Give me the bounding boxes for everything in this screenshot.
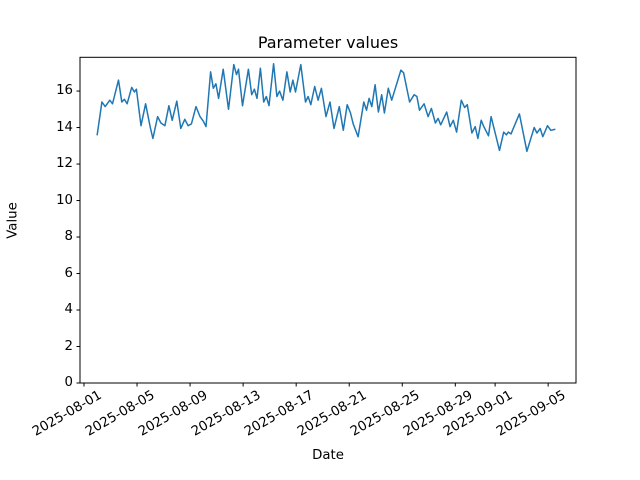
- y-tick-label: 12: [56, 156, 73, 172]
- y-tick-label: 4: [64, 302, 73, 317]
- data-series-line: [96, 62, 556, 153]
- y-tick-label: 6: [64, 265, 73, 281]
- y-tick-label: 10: [56, 192, 73, 208]
- y-tick-label: 8: [64, 229, 73, 245]
- x-axis-label: Date: [312, 448, 344, 463]
- chart-title: Parameter values: [257, 33, 399, 52]
- y-axis-label: Value: [5, 202, 21, 239]
- y-tick-label: 16: [56, 83, 73, 99]
- tick-marks: [76, 90, 549, 387]
- y-tick-label: 14: [56, 119, 73, 135]
- y-tick-label: 2: [64, 338, 73, 354]
- axes-frame: [79, 56, 577, 384]
- y-tick-label: 0: [64, 375, 73, 390]
